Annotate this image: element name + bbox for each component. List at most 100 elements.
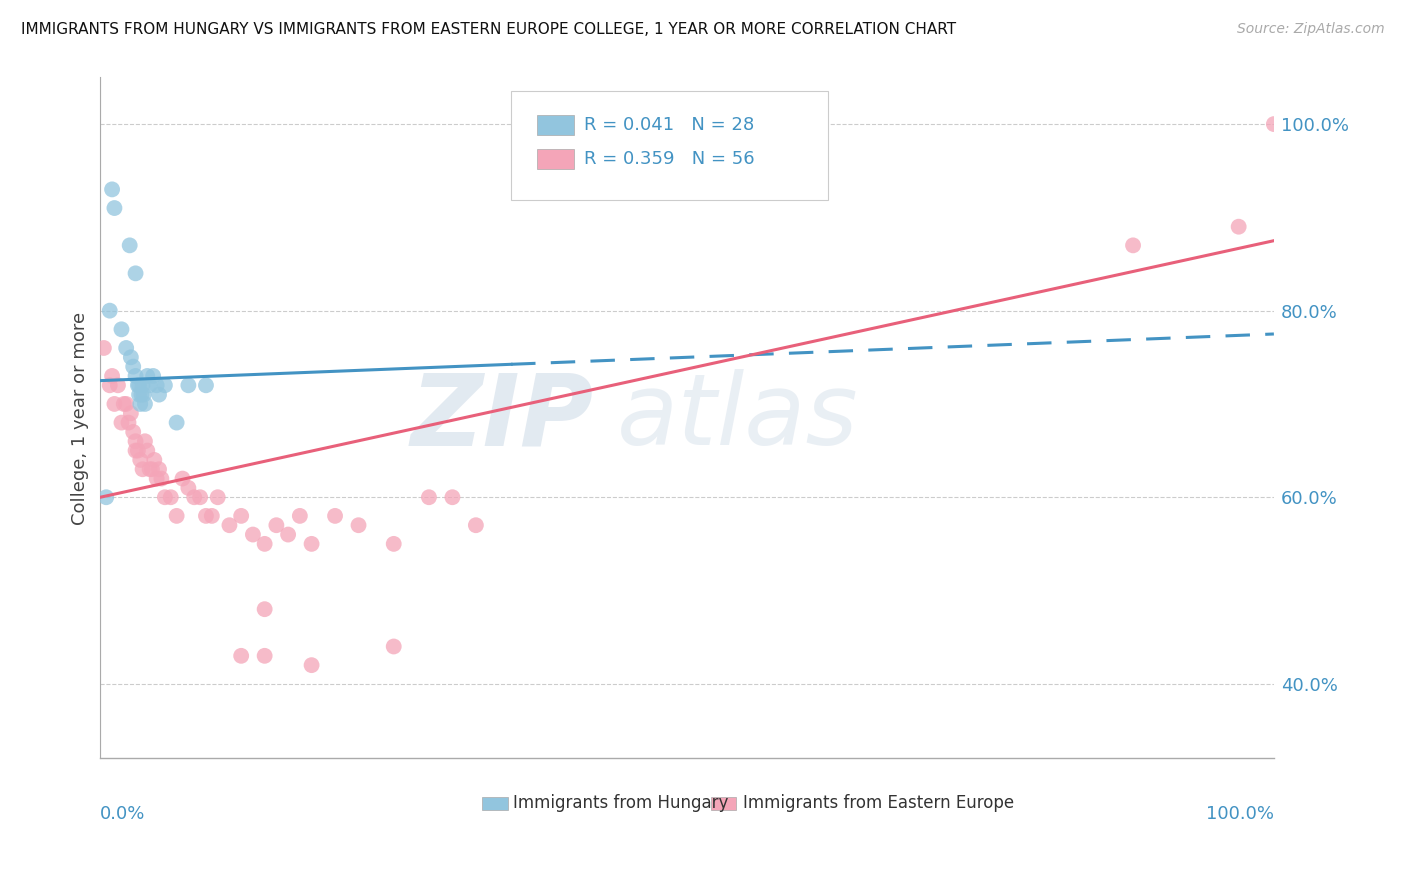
Point: [253, 537, 276, 551]
Point: [101, 182, 124, 196]
Point: [201, 508, 224, 523]
Point: [120, 406, 142, 420]
Point: [382, 537, 405, 551]
Point: [145, 472, 167, 486]
Point: [231, 508, 253, 523]
Point: [131, 378, 153, 392]
Point: [136, 443, 159, 458]
Text: R = 0.041   N = 28: R = 0.041 N = 28: [583, 116, 754, 134]
Point: [277, 527, 299, 541]
Point: [132, 387, 155, 401]
Point: [418, 490, 440, 504]
Point: [103, 201, 125, 215]
Point: [253, 602, 276, 616]
Point: [194, 508, 217, 523]
Point: [110, 416, 132, 430]
Point: [93, 341, 115, 355]
Point: [382, 640, 405, 654]
Text: Immigrants from Eastern Europe: Immigrants from Eastern Europe: [744, 795, 1015, 813]
Point: [103, 397, 125, 411]
Point: [301, 537, 323, 551]
Point: [148, 462, 170, 476]
Point: [138, 378, 160, 392]
Point: [120, 351, 142, 365]
FancyBboxPatch shape: [537, 115, 575, 136]
Point: [124, 434, 146, 449]
Point: [128, 387, 150, 401]
Point: [1122, 238, 1144, 252]
Point: [153, 490, 176, 504]
Text: ZIP: ZIP: [411, 369, 593, 467]
Point: [124, 443, 146, 458]
FancyBboxPatch shape: [710, 797, 737, 810]
Point: [98, 378, 121, 392]
Point: [207, 490, 229, 504]
Point: [301, 658, 323, 673]
Point: [183, 490, 205, 504]
Point: [347, 518, 370, 533]
Point: [142, 368, 165, 383]
Point: [124, 266, 146, 280]
Point: [1227, 219, 1250, 234]
Point: [128, 378, 150, 392]
Point: [231, 648, 253, 663]
Point: [127, 443, 149, 458]
Point: [150, 472, 173, 486]
Point: [138, 462, 160, 476]
Point: [136, 368, 159, 383]
FancyBboxPatch shape: [482, 797, 508, 810]
Point: [96, 490, 118, 504]
Text: Immigrants from Hungary: Immigrants from Hungary: [513, 795, 728, 813]
FancyBboxPatch shape: [537, 149, 575, 169]
Point: [148, 387, 170, 401]
Point: [464, 518, 486, 533]
Point: [115, 341, 138, 355]
Point: [242, 527, 264, 541]
Point: [122, 425, 145, 439]
Point: [1263, 117, 1285, 131]
Point: [131, 462, 153, 476]
Text: R = 0.359   N = 56: R = 0.359 N = 56: [583, 150, 755, 169]
Point: [134, 434, 156, 449]
Point: [131, 387, 153, 401]
Point: [141, 462, 163, 476]
Point: [129, 397, 152, 411]
Point: [110, 322, 132, 336]
Point: [98, 303, 121, 318]
Point: [124, 368, 146, 383]
Point: [145, 378, 167, 392]
Point: [115, 397, 138, 411]
Point: [172, 472, 194, 486]
Point: [143, 453, 166, 467]
Point: [118, 238, 141, 252]
Point: [129, 453, 152, 467]
Point: [177, 481, 200, 495]
Text: atlas: atlas: [617, 369, 858, 467]
Text: 100.0%: 100.0%: [1206, 805, 1274, 823]
Text: 0.0%: 0.0%: [100, 805, 146, 823]
Point: [166, 416, 188, 430]
Text: Source: ZipAtlas.com: Source: ZipAtlas.com: [1237, 22, 1385, 37]
Point: [177, 378, 200, 392]
Point: [288, 508, 311, 523]
Y-axis label: College, 1 year or more: College, 1 year or more: [72, 311, 89, 524]
Point: [117, 416, 139, 430]
Text: IMMIGRANTS FROM HUNGARY VS IMMIGRANTS FROM EASTERN EUROPE COLLEGE, 1 YEAR OR MOR: IMMIGRANTS FROM HUNGARY VS IMMIGRANTS FR…: [21, 22, 956, 37]
Point: [323, 508, 346, 523]
Point: [166, 508, 188, 523]
FancyBboxPatch shape: [512, 91, 828, 200]
Point: [134, 397, 156, 411]
Point: [194, 378, 217, 392]
Point: [253, 648, 276, 663]
Point: [101, 368, 124, 383]
Point: [188, 490, 211, 504]
Point: [107, 378, 129, 392]
Point: [441, 490, 464, 504]
Point: [153, 378, 176, 392]
Point: [122, 359, 145, 374]
Point: [127, 378, 149, 392]
Point: [266, 518, 288, 533]
Point: [159, 490, 181, 504]
Point: [112, 397, 135, 411]
Point: [218, 518, 240, 533]
